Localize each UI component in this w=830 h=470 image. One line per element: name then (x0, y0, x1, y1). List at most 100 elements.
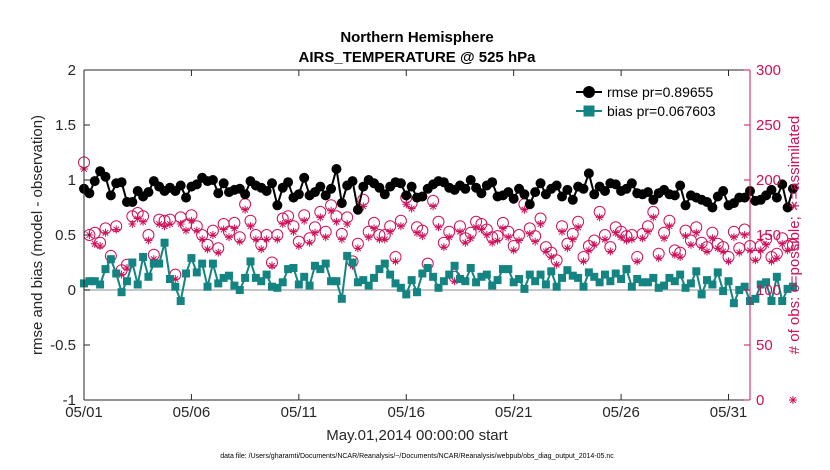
rmse-point (326, 183, 337, 194)
bias-point (552, 282, 561, 291)
rmse-point (626, 178, 637, 189)
bias-point (558, 273, 567, 282)
obs-assimilated-point (751, 256, 760, 265)
rmse-point (503, 187, 514, 198)
bias-point (568, 271, 577, 280)
rmse-point (567, 194, 578, 205)
bias-point (461, 277, 470, 286)
obs-assimilated-point (434, 223, 443, 232)
obs-assimilated-point (413, 228, 421, 237)
bias-point (772, 272, 781, 281)
x-tick-label: 05/31 (710, 404, 748, 421)
x-tick-label: 05/11 (281, 404, 317, 421)
bias-point (165, 275, 174, 283)
bias-point (149, 259, 158, 268)
obs-assimilated-point (284, 217, 293, 226)
x-tick-label: 05/26 (602, 404, 640, 421)
obs-assimilated-point (665, 222, 674, 231)
bias-point (606, 277, 615, 286)
bias-point (413, 288, 421, 297)
bias-point (418, 269, 427, 278)
obs-assimilated-point (482, 231, 491, 239)
rmse-point (240, 189, 251, 200)
obs-assimilated-point (267, 261, 276, 270)
rmse-point (143, 187, 154, 198)
obs-assimilated-point (375, 235, 384, 244)
bias-point (122, 277, 131, 286)
rmse-point (336, 198, 347, 209)
obs-assimilated-point (445, 233, 454, 242)
rmse-point (782, 202, 793, 213)
bias-point (493, 276, 502, 285)
bias-point (740, 282, 749, 291)
bias-point (584, 268, 593, 277)
bias-point (638, 278, 647, 287)
rmse-point (417, 191, 428, 202)
obs-assimilated-point (515, 236, 524, 245)
bias-point (445, 270, 454, 279)
bias-point (660, 281, 669, 290)
obs-assimilated-point (332, 217, 341, 226)
obs-assimilated-point (203, 245, 212, 254)
rmse-point (524, 199, 535, 210)
bias-point (681, 283, 690, 292)
obs-assimilated-point (681, 232, 690, 241)
obs-assimilated-point (160, 222, 169, 231)
bias-point (353, 278, 362, 287)
obs-assimilated-point (128, 220, 137, 228)
obs-assimilated-point (676, 253, 685, 261)
obs-assimilated-point (418, 232, 427, 241)
bias-point (305, 281, 314, 290)
obs-assimilated-point (310, 228, 319, 237)
obs-assimilated-point (407, 204, 416, 213)
bias-point (251, 273, 260, 282)
obs-assimilated-point (568, 235, 577, 244)
bias-point (595, 278, 604, 287)
bias-point (225, 271, 234, 280)
bias-point (155, 259, 164, 268)
rmse-point (766, 184, 777, 195)
y2-tick-label: 0 (756, 392, 764, 409)
obs-assimilated-point (225, 233, 234, 242)
obs-assimilated-point (370, 224, 379, 233)
x-tick-label: 05/01 (65, 404, 103, 421)
obs-possible-point (786, 238, 799, 251)
bias-point (310, 261, 319, 270)
obs-assimilated-point (552, 260, 561, 269)
rmse-point (599, 186, 610, 196)
y2-tick-label: 250 (756, 117, 781, 134)
y2-tick-label: 150 (756, 227, 781, 244)
bias-point (697, 290, 706, 299)
obs-assimilated-point (724, 257, 733, 266)
obs-assimilated-point (692, 228, 701, 237)
obs-assimilated-point (112, 225, 121, 234)
bias-point (106, 255, 115, 264)
bias-point (654, 283, 663, 292)
obs-assimilated-point (386, 227, 395, 236)
x-tick-label: 05/06 (173, 404, 211, 421)
legend-bias-label: bias pr=0.067603 (607, 103, 716, 119)
bias-point (541, 280, 550, 289)
bias-point (525, 270, 534, 279)
bias-point (439, 277, 448, 286)
bias-point (563, 266, 572, 275)
rmse-point (116, 177, 127, 188)
bias-point (477, 272, 486, 281)
obs-assimilated-point (595, 213, 604, 222)
obs-assimilated-point (719, 247, 728, 256)
obs-assimilated-point (235, 237, 244, 246)
rmse-point (299, 172, 310, 183)
rmse-point (508, 193, 519, 204)
rmse-point (352, 204, 363, 215)
obs-assimilated-point (396, 222, 405, 231)
obs-assimilated-point (735, 248, 744, 257)
rmse-point (578, 183, 589, 194)
rmse-point (401, 190, 412, 201)
bias-point (504, 265, 513, 274)
obs-assimilated-point (729, 233, 738, 242)
obs-assimilated-point (627, 235, 636, 244)
obs-assimilated-point (359, 202, 368, 211)
obs-assimilated-point (316, 213, 325, 222)
rmse-point (331, 164, 342, 174)
bias-point (117, 288, 126, 297)
